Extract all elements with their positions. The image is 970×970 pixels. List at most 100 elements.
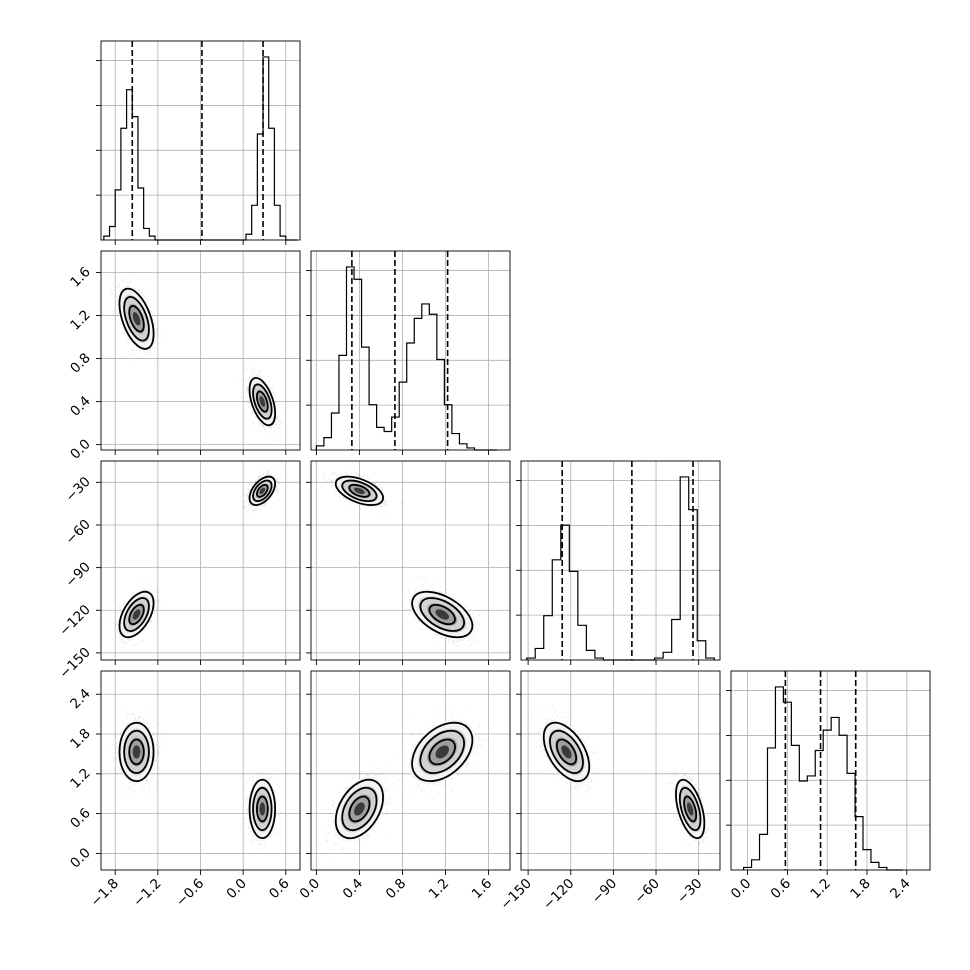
sample-dot (265, 473, 268, 476)
sample-dot (113, 309, 115, 312)
sample-dot (258, 430, 261, 432)
sample-dot (409, 580, 412, 583)
sample-dot (279, 427, 282, 430)
sample-dot (138, 576, 141, 579)
sample-dot (251, 373, 254, 375)
sample-dot (452, 642, 454, 645)
sample-dot (274, 399, 276, 402)
sample-dot (278, 420, 280, 423)
sample-dot (461, 639, 464, 642)
sample-dot (468, 639, 471, 642)
panel-content (321, 470, 481, 650)
sample-dot (249, 405, 252, 408)
sample-dot (276, 418, 279, 420)
sample-dot (258, 422, 260, 424)
sample-dot (150, 620, 153, 623)
sample-dot (127, 640, 129, 643)
sample-dot (147, 302, 150, 304)
sample-dot (136, 643, 139, 646)
sample-dot (264, 430, 267, 433)
sample-dot (258, 370, 261, 373)
sample-dot (134, 353, 136, 356)
sample-dot (272, 496, 275, 499)
sample-dot (163, 604, 166, 607)
sample-dot (115, 621, 117, 624)
sample-dot (156, 605, 159, 608)
sample-dot (269, 473, 272, 476)
sample-dot (242, 369, 244, 372)
sample-dot (243, 505, 246, 508)
sample-dot (406, 608, 409, 611)
sample-dot (132, 349, 135, 352)
sample-dot (275, 487, 278, 490)
sample-dot (439, 637, 442, 639)
sample-dot (156, 601, 158, 604)
sample-dot (118, 286, 120, 288)
sample-dot (117, 312, 119, 315)
histogram-panel-1 (306, 250, 511, 455)
sample-dot (143, 296, 146, 299)
sample-dot (247, 405, 250, 408)
sample-dot (471, 635, 474, 637)
sample-dot (469, 644, 472, 647)
sample-dot (277, 482, 280, 485)
sample-dot (115, 623, 118, 625)
sample-dot (268, 432, 271, 435)
sample-dot (150, 620, 153, 623)
sample-dot (158, 606, 161, 608)
sample-dot (251, 509, 254, 512)
sample-dot (418, 577, 421, 579)
sample-dot (149, 622, 152, 625)
sample-dot (333, 494, 336, 497)
sample-dot (374, 482, 376, 484)
sample-dot (280, 422, 283, 425)
sample-dot (374, 483, 377, 486)
sample-dot (252, 509, 255, 512)
sample-dot (258, 371, 261, 373)
contour-line (252, 479, 273, 503)
sample-dot (154, 339, 157, 342)
sample-dot (248, 483, 251, 486)
sample-dot (275, 486, 278, 488)
sample-dot (478, 614, 481, 616)
sample-dot (405, 617, 408, 620)
sample-dot (256, 374, 259, 376)
y-tick-label: 1.6 (67, 264, 94, 291)
sample-dot (258, 471, 261, 473)
sample-dot (432, 582, 435, 585)
sample-dot (123, 601, 125, 604)
sample-dot (252, 371, 255, 373)
sample-dot (159, 601, 162, 604)
contour-line (428, 603, 456, 626)
sample-dot (276, 488, 278, 491)
sample-dot (450, 639, 453, 642)
sample-dot (128, 639, 131, 642)
sample-dot (247, 488, 250, 491)
sample-dot (246, 488, 249, 490)
sample-dot (114, 612, 117, 615)
sample-dot (410, 612, 412, 615)
sample-dot (470, 642, 473, 645)
sample-dot (153, 612, 156, 615)
sample-dot (266, 375, 269, 378)
sample-dot (247, 400, 249, 403)
sample-dot (408, 609, 411, 612)
sample-dot (328, 478, 331, 481)
sample-dot (245, 367, 248, 370)
sample-dot (155, 330, 158, 333)
sample-dot (123, 600, 126, 602)
sample-dot (471, 613, 474, 616)
sample-dot (156, 611, 159, 614)
sample-dot (276, 490, 279, 493)
sample-dot (125, 280, 128, 283)
sample-dot (475, 640, 478, 643)
sample-dot (131, 591, 134, 594)
sample-dot (355, 471, 357, 474)
sample-dot (251, 366, 254, 369)
sample-dot (141, 587, 144, 590)
sample-dot (405, 592, 407, 595)
sample-dot (269, 386, 272, 389)
sample-dot (118, 589, 121, 592)
sample-dot (131, 271, 134, 274)
sample-dot (250, 374, 253, 377)
